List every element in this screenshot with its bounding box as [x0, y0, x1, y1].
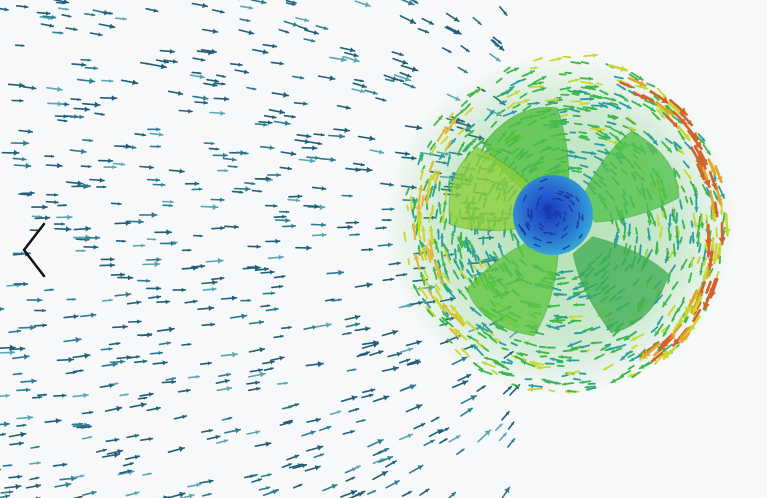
chevron-left-icon	[22, 222, 46, 278]
propeller-blades	[448, 106, 680, 337]
propeller-hub	[513, 175, 593, 255]
previous-image-button[interactable]	[14, 218, 54, 282]
tip-vortex-vectors	[411, 63, 731, 363]
